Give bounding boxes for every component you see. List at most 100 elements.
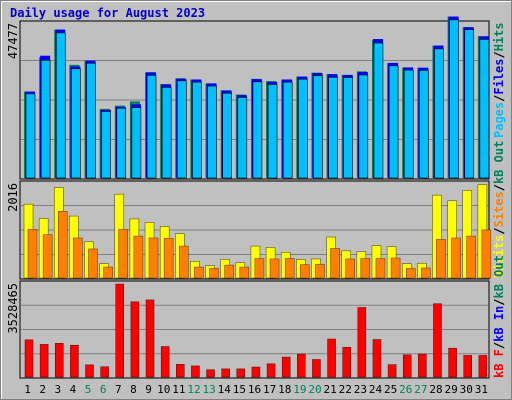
bar-kbf: [418, 353, 427, 378]
day-label: 2: [39, 383, 46, 396]
bar-sites: [58, 211, 68, 279]
legend-entry: Files: [492, 59, 506, 95]
day-label: 12: [187, 383, 200, 396]
bar-sites: [239, 266, 250, 279]
panel-max-label: 2016: [6, 183, 20, 212]
panel-max-label: 47477: [6, 23, 20, 59]
bar-kbf: [85, 364, 94, 378]
bar-pages: [161, 87, 172, 179]
bar-sites: [73, 237, 83, 279]
bar-sites: [163, 238, 174, 279]
day-label: 9: [145, 383, 152, 396]
legend-entry: kB Out: [492, 141, 506, 184]
bar-pages: [192, 81, 202, 179]
bar-pages: [282, 81, 293, 179]
legend-entry: Pages: [492, 102, 506, 138]
bar-sites: [300, 264, 310, 279]
day-label: 20: [308, 383, 321, 396]
bar-pages: [449, 19, 459, 179]
day-label: 15: [233, 383, 246, 396]
legend-entry: Visits: [492, 235, 506, 278]
bar-pages: [25, 93, 36, 179]
day-label: 29: [445, 383, 458, 396]
bar-kbf: [402, 354, 412, 378]
legend-entry: Sites: [492, 191, 506, 227]
day-label: 23: [354, 383, 367, 396]
bar-pages: [434, 48, 444, 179]
bar-pages: [373, 42, 384, 179]
bar-sites: [103, 266, 113, 279]
bar-sites: [269, 258, 280, 279]
bar-sites: [254, 258, 265, 279]
day-label: 19: [293, 383, 306, 396]
day-label: 16: [248, 383, 261, 396]
bar-sites: [209, 268, 219, 279]
bar-pages: [86, 62, 96, 179]
bar-pages: [343, 77, 354, 179]
day-label: 3: [55, 383, 62, 396]
legend-separator: /: [492, 342, 506, 349]
day-label: 10: [157, 383, 170, 396]
bar-pages: [313, 75, 323, 179]
bar-kbf: [24, 339, 34, 378]
bar-pages: [237, 97, 248, 179]
bar-sites: [421, 267, 431, 279]
bar-kbf: [372, 339, 382, 378]
bar-sites: [27, 229, 38, 279]
bar-kbf: [221, 368, 230, 378]
bar-pages: [298, 78, 308, 179]
bar-kbf: [100, 366, 109, 378]
bar-kbf: [39, 344, 49, 378]
bar-pages: [252, 81, 263, 179]
bar-pages: [388, 65, 399, 179]
bar-kbf: [327, 338, 336, 378]
day-label: 28: [429, 383, 442, 396]
bar-kbf: [55, 343, 64, 378]
bar-pages: [71, 68, 81, 179]
bar-sites: [360, 258, 371, 279]
day-label: 31: [475, 383, 488, 396]
bar-sites: [390, 257, 401, 279]
panel-max-label: 3528465: [6, 283, 20, 334]
bar-sites: [345, 258, 355, 279]
day-label: 24: [369, 383, 383, 396]
day-label: 11: [172, 383, 185, 396]
bar-sites: [375, 258, 386, 279]
bar-pages: [267, 84, 278, 179]
day-label: 18: [278, 383, 291, 396]
day-label: 21: [324, 383, 337, 396]
bar-pages: [176, 80, 187, 179]
bar-pages: [403, 69, 414, 179]
bar-sites: [133, 235, 144, 279]
bar-kbf: [251, 366, 261, 378]
bar-kbf: [312, 359, 321, 378]
day-label: 26: [399, 383, 412, 396]
bar-kbf: [478, 355, 488, 378]
bar-kbf: [236, 368, 246, 378]
day-label: 8: [130, 383, 137, 396]
legend-separator: /: [492, 227, 506, 234]
day-label: 6: [100, 383, 107, 396]
bar-sites: [315, 263, 325, 279]
bar-kbf: [145, 299, 155, 378]
day-label: 17: [263, 383, 276, 396]
bar-pages: [328, 76, 338, 179]
legend-separator: /: [492, 184, 506, 191]
day-label: 13: [202, 383, 215, 396]
bar-pages: [55, 32, 66, 179]
bar-kbf: [281, 356, 291, 378]
bar-sites: [330, 248, 340, 279]
bar-sites: [405, 268, 416, 279]
legend-separator: /: [492, 95, 506, 102]
bar-kbf: [448, 347, 457, 378]
legend-entry: kB Out: [492, 255, 506, 298]
bar-sites: [224, 264, 234, 279]
bar-kbf: [266, 363, 276, 378]
legend-hits-files-pages: Pages/Files/Hits: [492, 22, 506, 138]
bar-kbf: [160, 346, 170, 378]
bar-kbf: [357, 307, 367, 378]
bar-sites: [481, 229, 492, 279]
legend-visits-sites: Visits/Sites/kB Out: [492, 141, 506, 278]
legend-kb: kB F/kB In/kB Out: [492, 255, 506, 378]
